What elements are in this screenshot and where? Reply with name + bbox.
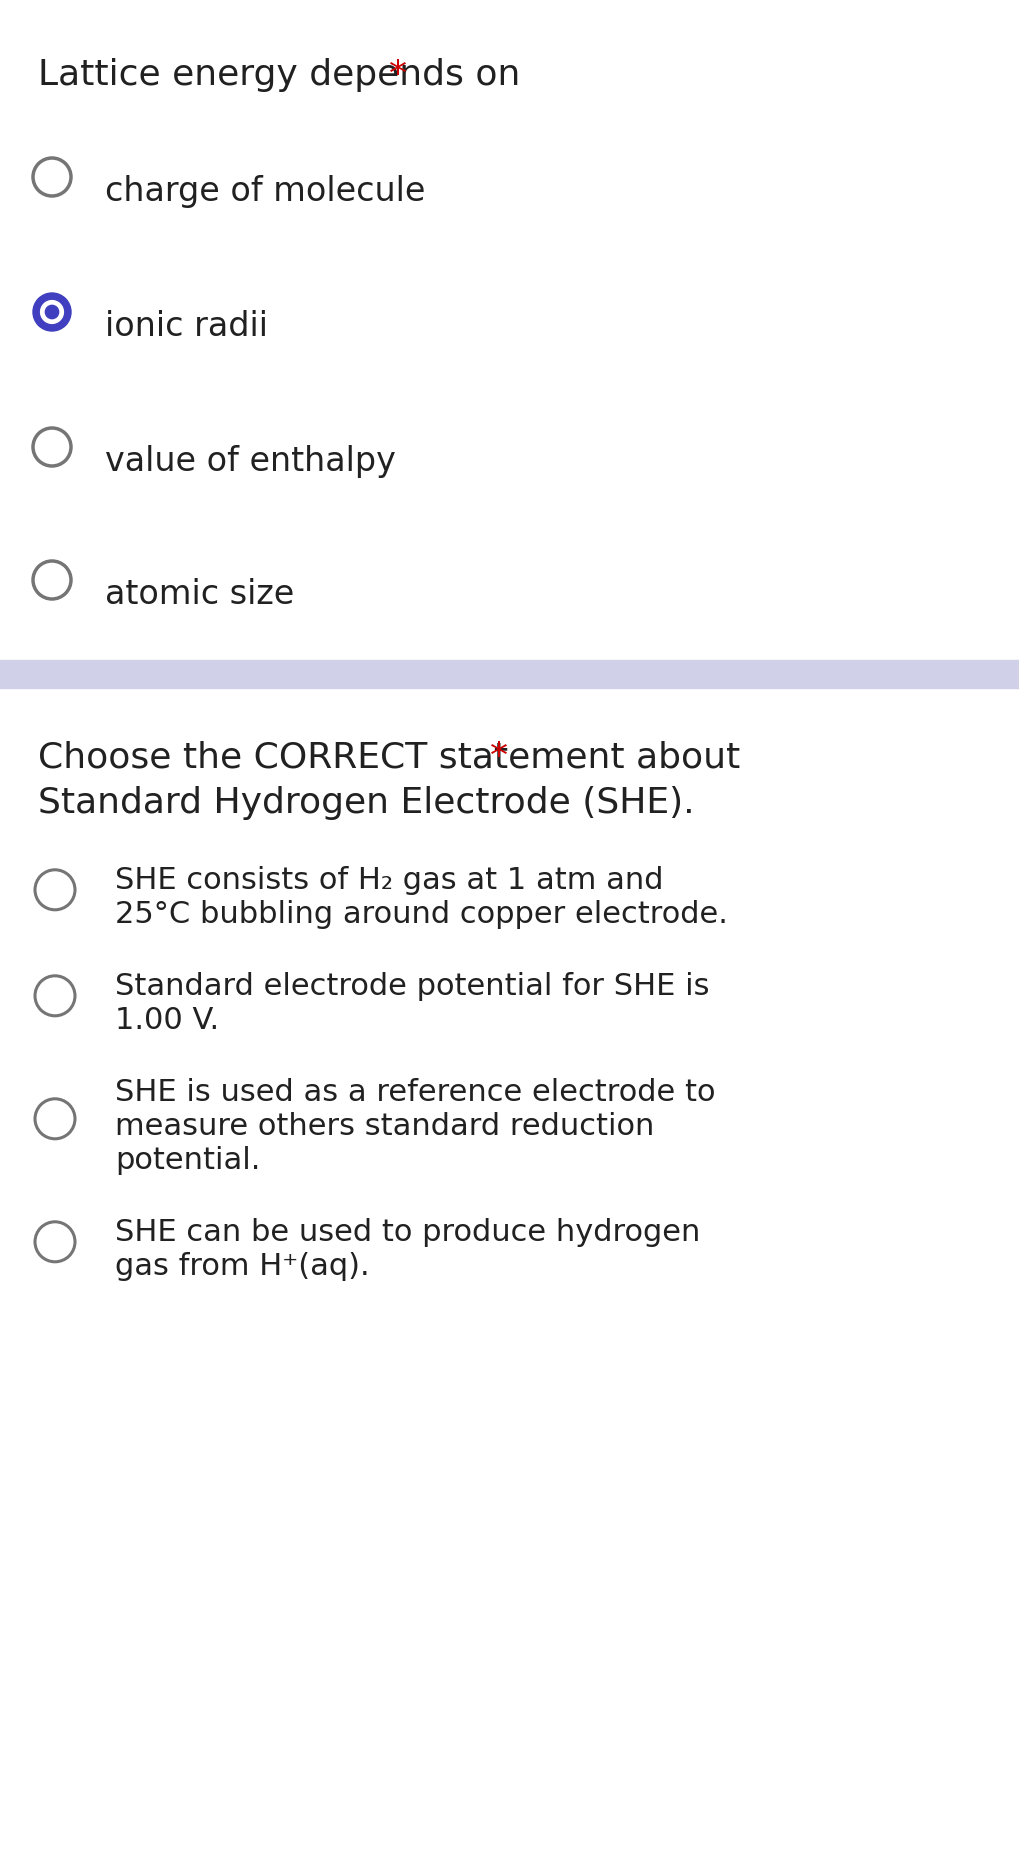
Text: Standard Hydrogen Electrode (SHE).: Standard Hydrogen Electrode (SHE). [38, 786, 694, 821]
Text: Lattice energy depends on: Lattice energy depends on [38, 57, 531, 93]
Text: value of enthalpy: value of enthalpy [105, 445, 395, 478]
Text: SHE consists of H₂ gas at 1 atm and: SHE consists of H₂ gas at 1 atm and [115, 865, 662, 895]
Text: charge of molecule: charge of molecule [105, 174, 425, 208]
Text: Standard electrode potential for SHE is: Standard electrode potential for SHE is [115, 973, 709, 1001]
Text: potential.: potential. [115, 1145, 260, 1175]
Text: Choose the CORRECT statement about: Choose the CORRECT statement about [38, 739, 740, 775]
Text: gas from H⁺(aq).: gas from H⁺(aq). [115, 1253, 369, 1280]
Text: *: * [388, 57, 407, 93]
Text: measure others standard reduction: measure others standard reduction [115, 1112, 654, 1141]
FancyBboxPatch shape [0, 660, 1019, 687]
Text: SHE is used as a reference electrode to: SHE is used as a reference electrode to [115, 1078, 714, 1106]
Circle shape [41, 300, 63, 324]
Text: atomic size: atomic size [105, 578, 293, 611]
Text: 25°C bubbling around copper electrode.: 25°C bubbling around copper electrode. [115, 901, 728, 928]
Text: ionic radii: ionic radii [105, 309, 268, 343]
Text: *: * [489, 739, 507, 775]
Text: SHE can be used to produce hydrogen: SHE can be used to produce hydrogen [115, 1217, 700, 1247]
Text: 1.00 V.: 1.00 V. [115, 1006, 219, 1036]
Circle shape [45, 306, 59, 319]
Circle shape [33, 293, 71, 332]
